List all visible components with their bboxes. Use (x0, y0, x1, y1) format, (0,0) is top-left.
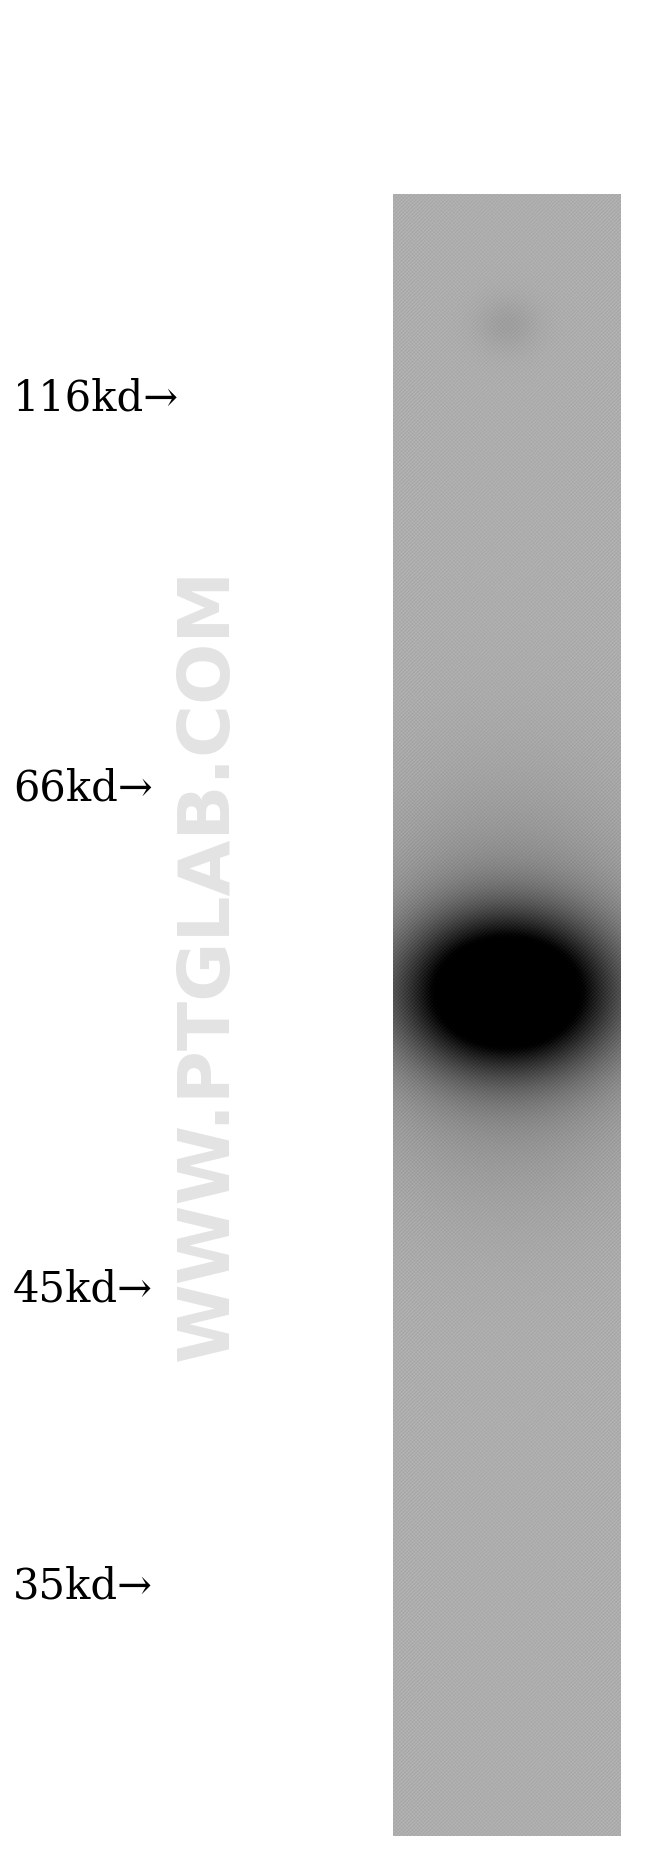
Text: 116kd→: 116kd→ (13, 378, 179, 419)
Text: 66kd→: 66kd→ (13, 768, 153, 809)
Text: 45kd→: 45kd→ (13, 1269, 153, 1310)
Text: 35kd→: 35kd→ (13, 1566, 153, 1606)
Text: WWW.PTGLAB.COM: WWW.PTGLAB.COM (174, 568, 242, 1362)
